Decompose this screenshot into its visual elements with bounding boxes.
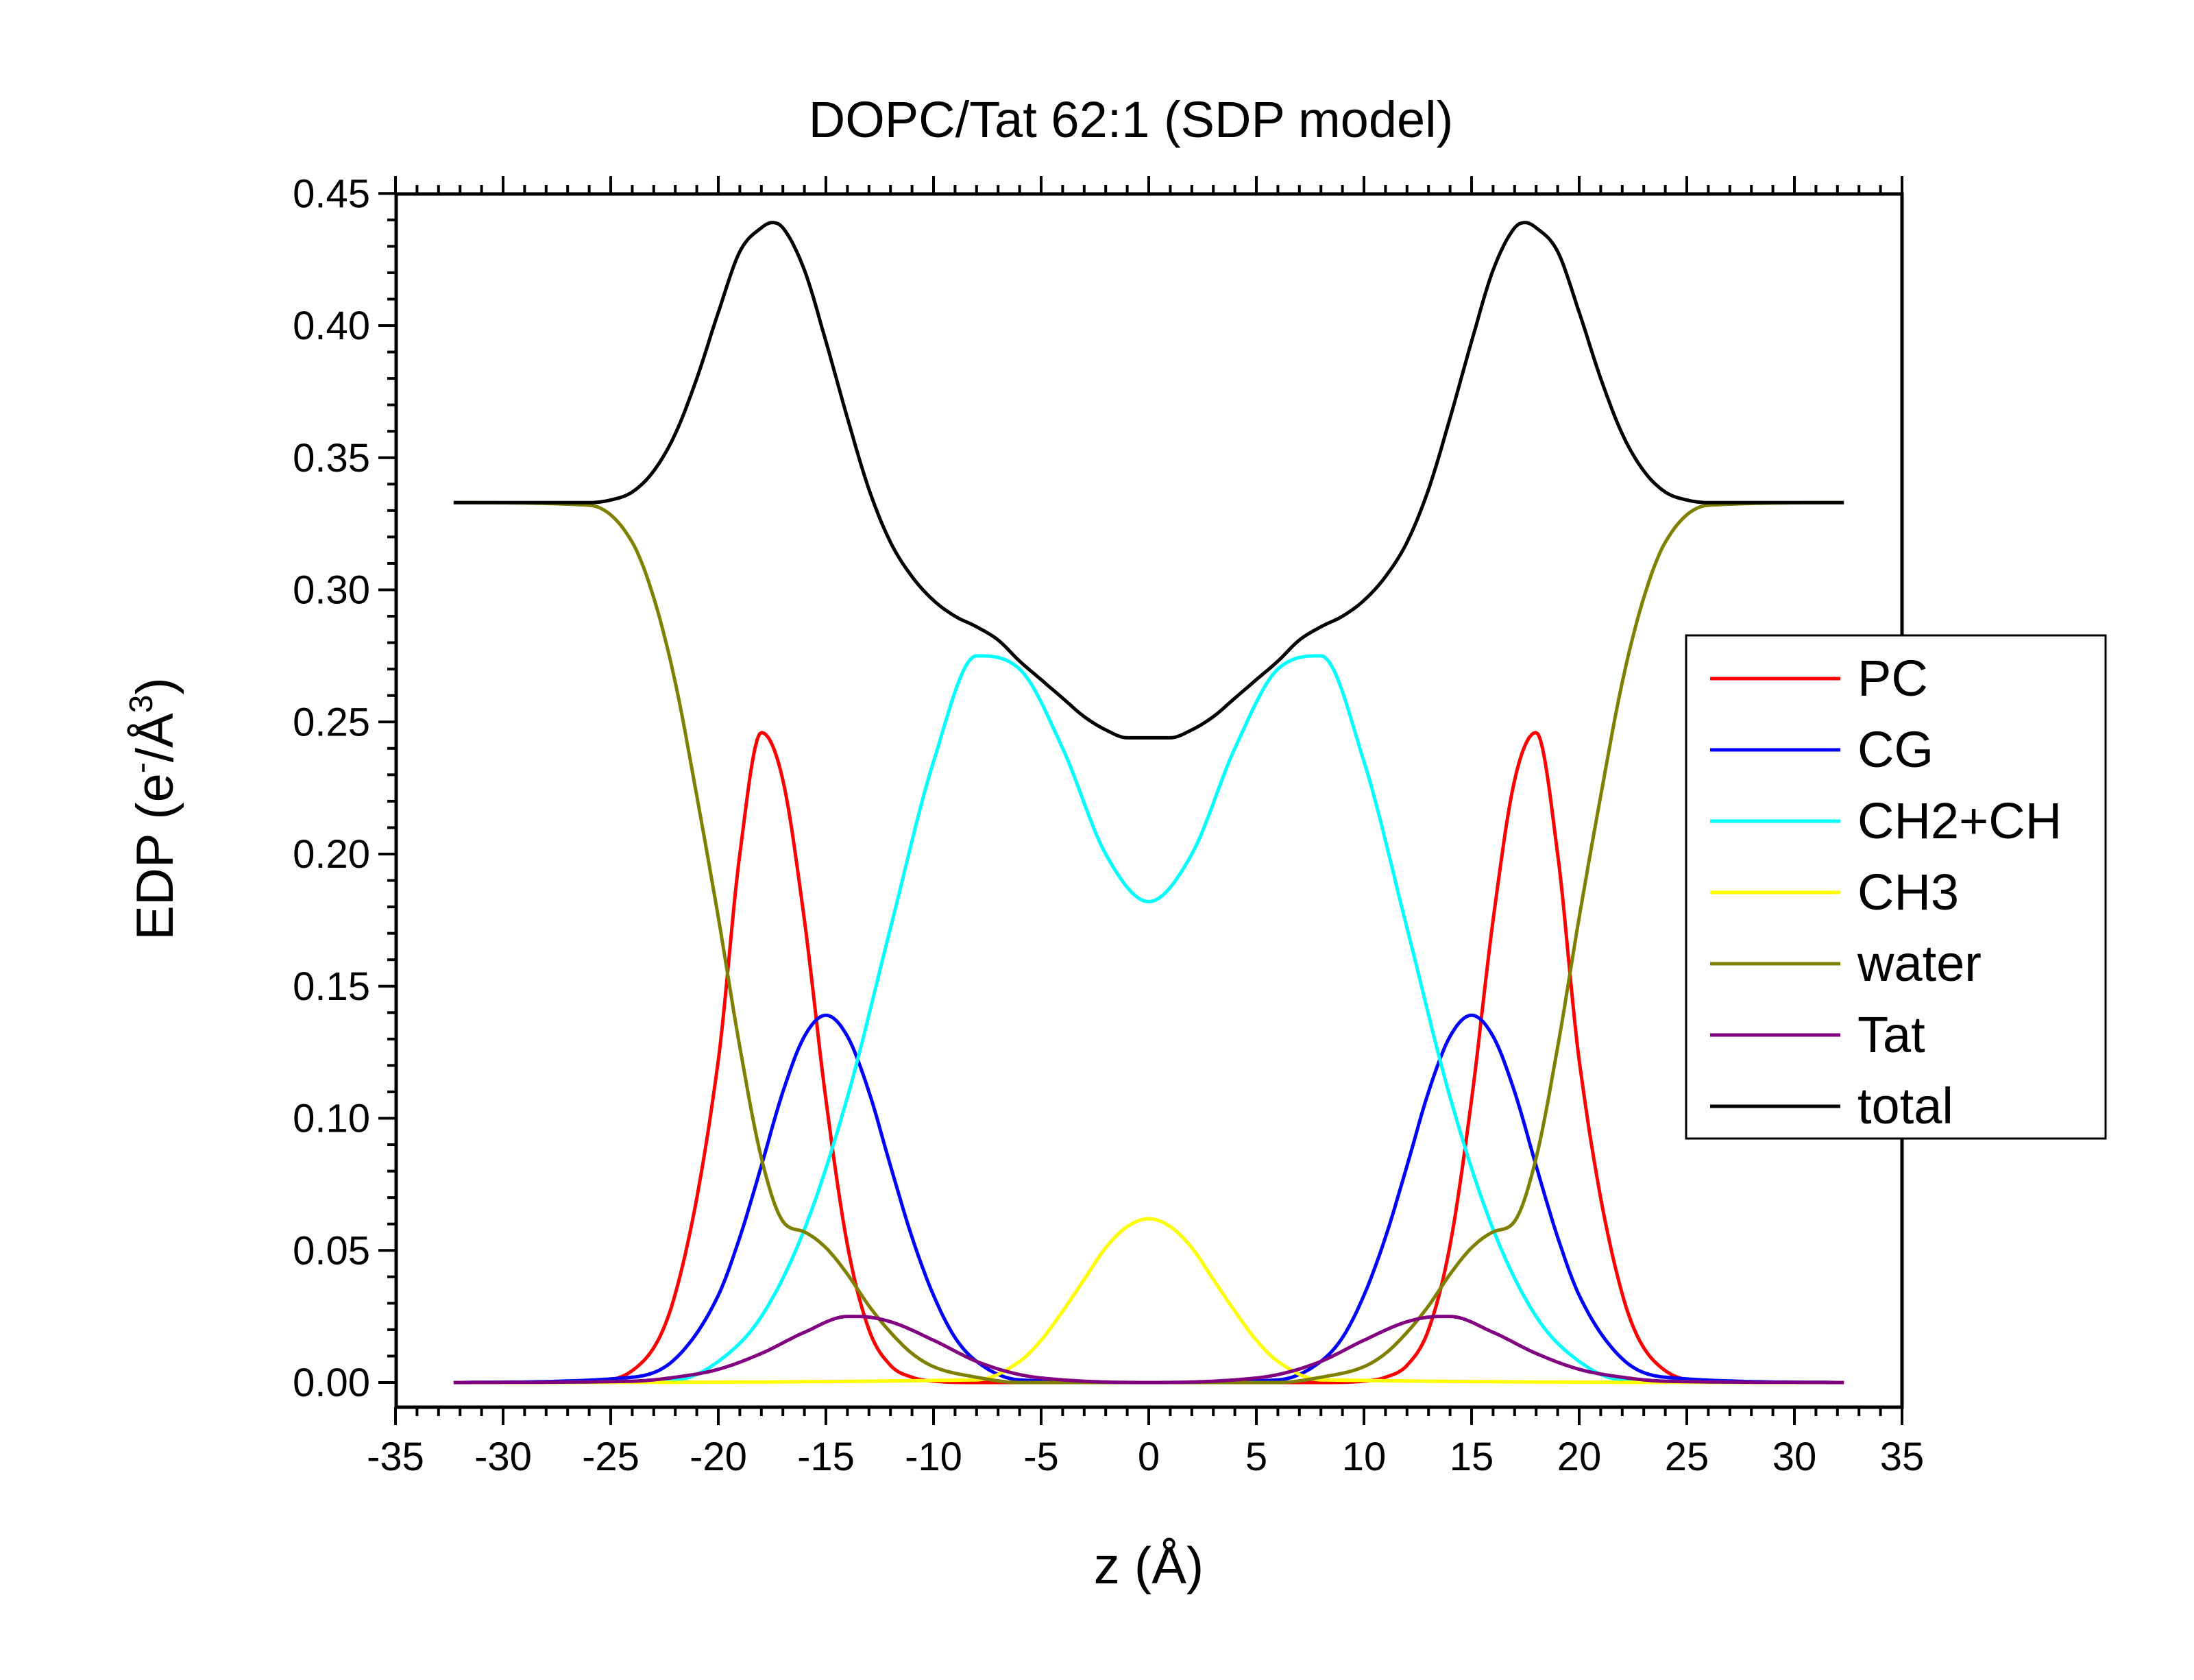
- x-tick-label: 15: [1450, 1435, 1494, 1479]
- x-axis-label: z (Å): [1094, 1537, 1204, 1595]
- chart-title: DOPC/Tat 62:1 (SDP model): [809, 91, 1453, 148]
- plot-area: -35 -30 -25 -20 -15 -10 -5 0 5 10 15 20 25 30 35 0.000…: [293, 171, 1924, 1479]
- y-tick-label: 0.15: [293, 964, 370, 1009]
- y-axis-label-mid: /Å: [126, 713, 184, 762]
- y-axis-label-end: ): [126, 677, 184, 694]
- plot-frame: [394, 192, 1904, 1409]
- legend-label-ch2-ch: CH2+CH: [1857, 792, 2062, 849]
- series-line-ch3: [453, 1217, 1844, 1385]
- y-tick-label: 0.05: [293, 1228, 370, 1273]
- legend-label-tat: Tat: [1857, 1006, 1925, 1063]
- y-axis-label-sup1: -: [123, 762, 160, 773]
- y-axis-label-base: EDP (e: [126, 773, 184, 940]
- series-layer: [453, 221, 1844, 1385]
- y-tick-label: 0.20: [293, 832, 370, 877]
- x-tick-label: -20: [690, 1435, 747, 1479]
- series-line-ch2-ch: [453, 654, 1844, 1385]
- x-tick-label: 10: [1342, 1435, 1387, 1479]
- y-tick-label: 0.45: [293, 171, 370, 216]
- series-line-pc: [453, 731, 1844, 1385]
- legend: PC CG CH2+CH CH3 water Tat total: [1685, 634, 2107, 1140]
- series-line-total: [453, 221, 1844, 740]
- y-tick-label: 0.30: [293, 568, 370, 613]
- y-tick-label: 0.25: [293, 700, 370, 744]
- x-tick-label: 5: [1245, 1435, 1267, 1479]
- x-tick-label: 35: [1880, 1435, 1925, 1479]
- y-tick-label: 0.00: [293, 1361, 370, 1405]
- legend-label-ch3: CH3: [1857, 864, 1959, 921]
- series-line-water: [453, 500, 1844, 1385]
- x-tick-label: 30: [1772, 1435, 1817, 1479]
- y-tick-label: 0.40: [293, 304, 370, 348]
- x-tick-label: 25: [1665, 1435, 1709, 1479]
- legend-box: [1685, 634, 2107, 1140]
- y-axis-label: EDP (e-/Å3): [123, 677, 184, 940]
- legend-label-water: water: [1857, 935, 1982, 992]
- x-tick-label: -10: [905, 1435, 962, 1479]
- y-axis-label-sup2: 3: [123, 695, 160, 714]
- x-tick-label: -30: [474, 1435, 532, 1479]
- x-tick-label: -25: [582, 1435, 639, 1479]
- legend-label-cg: CG: [1857, 721, 1934, 778]
- x-tick-label: -5: [1023, 1435, 1059, 1479]
- x-tick-label: -35: [367, 1435, 424, 1479]
- series-line-tat: [453, 1315, 1844, 1385]
- x-tick-label: 0: [1138, 1435, 1160, 1479]
- x-tick-label: -15: [797, 1435, 855, 1479]
- series-line-cg: [453, 1013, 1844, 1385]
- legend-label-pc: PC: [1857, 650, 1928, 707]
- y-tick-label: 0.10: [293, 1097, 370, 1141]
- y-axis-ticks: 0.00 0.05 0.10 0.15 0.20 0.25 0.30 0.35 0.40 0.45: [293, 171, 396, 1405]
- x-tick-label: 20: [1557, 1435, 1602, 1479]
- legend-label-total: total: [1857, 1078, 1953, 1134]
- y-tick-label: 0.35: [293, 436, 370, 480]
- x-axis-ticks: -35 -30 -25 -20 -15 -10 -5 0 5 10 15 20 25 30 35: [367, 176, 1924, 1479]
